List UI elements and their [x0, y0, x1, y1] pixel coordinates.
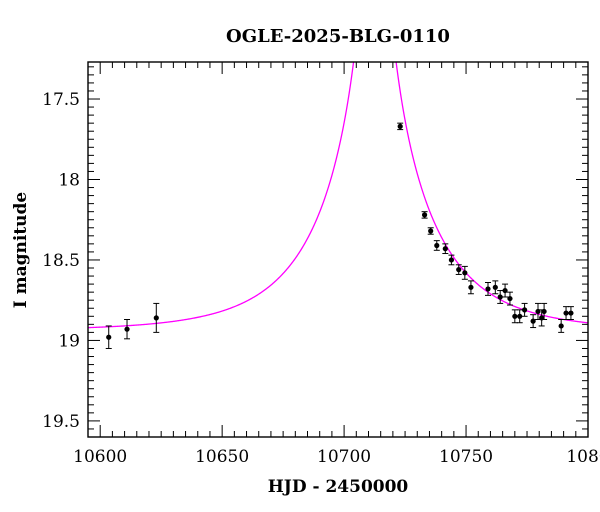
data-point — [448, 254, 455, 266]
data-marker — [568, 310, 574, 316]
data-marker — [521, 307, 528, 313]
data-point — [433, 240, 440, 251]
x-tick-label: 10650 — [195, 447, 249, 467]
data-marker — [442, 246, 448, 252]
x-axis-label: HJD - 2450000 — [268, 477, 409, 497]
data-point — [153, 302, 160, 333]
data-marker — [485, 286, 491, 292]
axis-tick-labels: 10600 10650 10700 10750 1080 17.5 18 18.5 19 19.5 — [42, 90, 600, 467]
y-tick-label: 19 — [58, 331, 80, 351]
data-point — [485, 281, 491, 296]
data-point — [421, 211, 428, 219]
data-point — [541, 302, 548, 321]
chart-title: OGLE-2025-BLG-0110 — [226, 26, 450, 47]
data-point — [105, 325, 112, 349]
x-tick-label: 10700 — [317, 447, 371, 467]
x-tick-label: 10750 — [439, 447, 493, 467]
data-point — [442, 243, 449, 255]
data-marker — [507, 295, 513, 302]
x-tick-label: 1080 — [566, 447, 600, 467]
model-line — [88, 62, 588, 329]
data-point — [558, 319, 565, 333]
data-marker — [428, 228, 434, 234]
data-point — [535, 302, 541, 321]
data-point — [502, 283, 509, 298]
data-point — [563, 306, 570, 321]
y-tick-label: 18.5 — [42, 251, 80, 271]
data-point — [530, 314, 537, 329]
data-marker — [106, 334, 112, 340]
data-point — [521, 302, 528, 317]
data-marker — [492, 284, 498, 290]
data-marker — [517, 313, 523, 319]
y-axis-label: I magnitude — [11, 192, 31, 309]
data-point — [427, 227, 434, 235]
data-marker — [421, 212, 428, 218]
y-tick-label: 17.5 — [42, 90, 80, 110]
data-marker — [497, 294, 503, 300]
data-point — [567, 306, 574, 321]
data-point — [397, 122, 404, 131]
data-marker — [153, 315, 159, 321]
data-point — [455, 264, 462, 275]
y-tick-label: 18 — [58, 170, 80, 190]
data-marker — [397, 123, 403, 129]
data-points — [105, 122, 574, 349]
data-point — [516, 309, 523, 324]
data-point — [467, 280, 474, 295]
data-marker — [558, 323, 564, 329]
data-point — [506, 291, 513, 306]
axis-ticks — [88, 62, 589, 437]
model-curve — [88, 62, 588, 329]
data-marker — [502, 287, 508, 294]
data-marker — [448, 257, 455, 263]
data-point — [124, 319, 131, 340]
y-tick-label: 19.5 — [42, 412, 80, 432]
data-marker — [530, 318, 536, 324]
plot-frame — [87, 61, 589, 438]
data-marker — [512, 313, 518, 319]
data-marker — [456, 267, 462, 273]
data-marker — [124, 326, 130, 332]
data-point — [492, 280, 499, 295]
data-marker — [462, 270, 468, 276]
data-point — [511, 309, 518, 324]
data-point — [461, 265, 468, 280]
data-point — [497, 290, 504, 304]
x-tick-label: 10600 — [73, 447, 127, 467]
data-marker — [468, 284, 474, 290]
data-marker — [434, 242, 440, 249]
data-marker — [541, 308, 547, 315]
data-marker — [563, 310, 569, 316]
